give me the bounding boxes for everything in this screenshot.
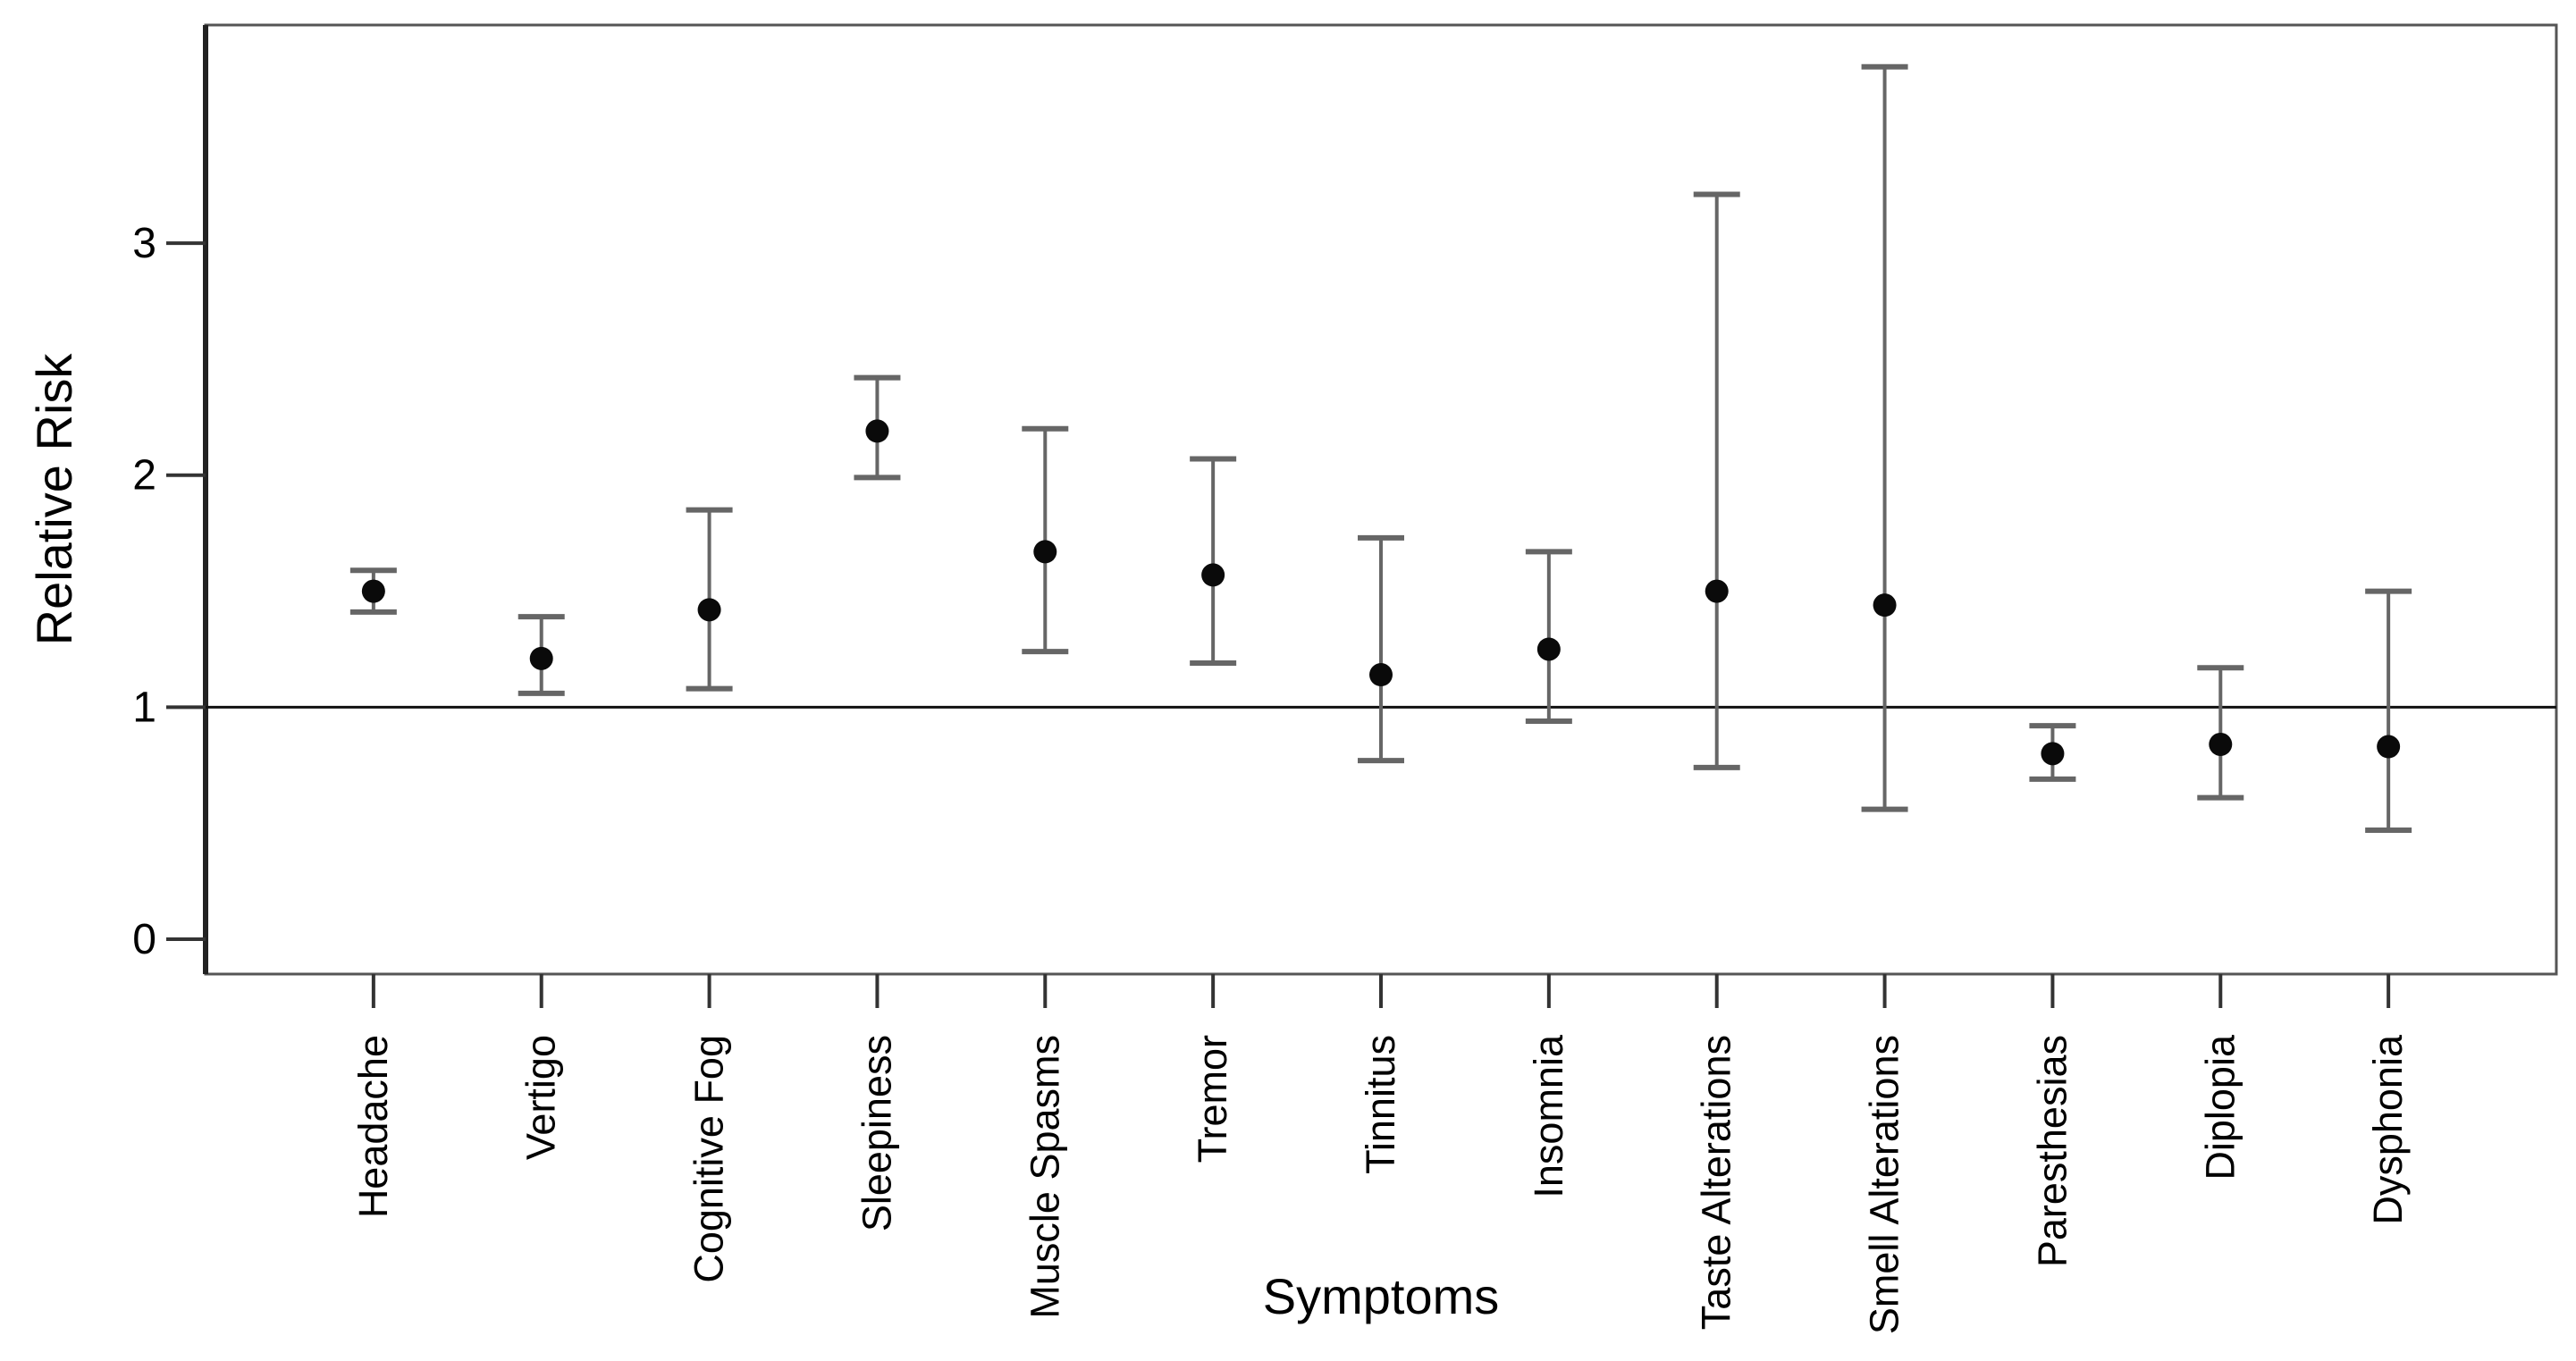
data-point xyxy=(2041,742,2065,766)
data-point xyxy=(1369,663,1393,687)
data-point xyxy=(697,598,721,622)
x-tick-label: Vertigo xyxy=(518,1035,564,1160)
y-tick-label: 2 xyxy=(132,452,156,500)
x-tick-label: Dysphonia xyxy=(2365,1034,2411,1225)
data-point xyxy=(529,646,553,670)
x-tick-label: Smell Alterations xyxy=(1862,1035,1907,1334)
y-axis-title: Relative Risk xyxy=(26,353,82,646)
y-tick-label: 0 xyxy=(132,916,156,963)
plot-frame xyxy=(204,23,2558,976)
data-point xyxy=(361,579,385,603)
data-point xyxy=(1705,579,1729,603)
data-point xyxy=(2209,732,2233,756)
x-tick-label: Muscle Spasms xyxy=(1022,1035,1067,1319)
data-point xyxy=(2377,735,2401,759)
x-tick-label: Tremor xyxy=(1190,1035,1235,1163)
x-tick-label: Taste Alterations xyxy=(1694,1035,1739,1330)
x-tick-label: Paresthesias xyxy=(2029,1035,2075,1267)
data-point xyxy=(865,419,889,443)
x-tick-label: Cognitive Fog xyxy=(686,1035,732,1283)
data-point xyxy=(1536,637,1561,661)
x-tick-label: Diplopia xyxy=(2197,1034,2243,1180)
data-point xyxy=(1873,593,1897,617)
x-tick-label: Insomnia xyxy=(1526,1034,1571,1198)
x-axis-title: Symptoms xyxy=(1263,1268,1500,1324)
y-tick-label: 1 xyxy=(132,684,156,731)
x-tick-label: Tinnitus xyxy=(1358,1035,1403,1174)
data-point xyxy=(1033,540,1057,564)
x-tick-label: Sleepiness xyxy=(854,1035,899,1231)
data-point xyxy=(1201,563,1225,587)
y-tick-label: 3 xyxy=(132,220,156,267)
x-tick-label: Headache xyxy=(350,1035,396,1218)
